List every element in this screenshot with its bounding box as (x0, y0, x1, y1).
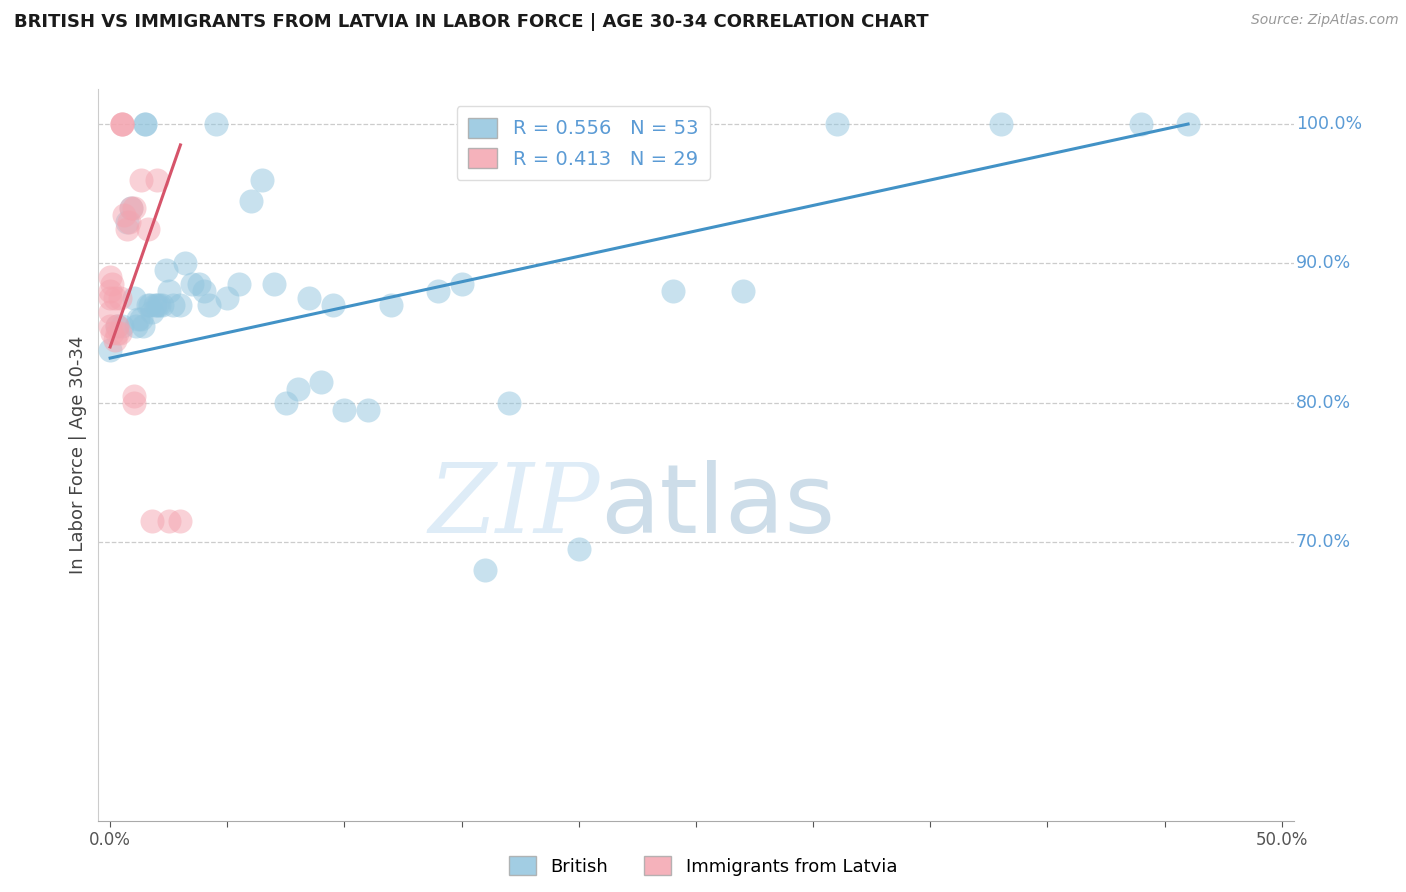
Point (568, 541, 591, 556)
Point (380, 298, 402, 312)
Point (498, 395, 520, 409)
Point (134, 117, 156, 131)
Point (141, 305, 163, 319)
Point (298, 291, 321, 305)
Point (98, 270, 121, 285)
Text: 70.0%: 70.0% (1296, 533, 1351, 551)
Point (274, 395, 297, 409)
Legend: R = 0.556   N = 53, R = 0.413   N = 29: R = 0.556 N = 53, R = 0.413 N = 29 (457, 106, 710, 180)
Point (122, 389, 145, 403)
Point (98, 319, 121, 334)
Point (181, 277, 204, 292)
Point (148, 298, 170, 312)
Point (122, 291, 145, 305)
Point (115, 221, 138, 235)
Point (146, 173, 169, 187)
Point (98, 343, 121, 357)
Point (188, 277, 211, 292)
Point (157, 514, 180, 528)
Point (105, 319, 128, 334)
Point (357, 402, 380, 417)
Point (134, 117, 156, 131)
Point (115, 214, 138, 228)
Point (139, 298, 162, 312)
Point (239, 194, 262, 208)
Point (157, 284, 180, 298)
Text: BRITISH VS IMMIGRANTS FROM LATVIA IN LABOR FORCE | AGE 30-34 CORRELATION CHART: BRITISH VS IMMIGRANTS FROM LATVIA IN LAB… (14, 13, 929, 31)
Point (252, 173, 274, 187)
Point (228, 277, 250, 292)
Point (1130, 117, 1153, 131)
Point (287, 382, 309, 396)
Point (127, 312, 149, 326)
Point (104, 291, 127, 305)
Point (105, 319, 128, 334)
Point (1177, 117, 1199, 131)
Point (474, 563, 496, 577)
Point (129, 173, 152, 187)
Point (120, 201, 142, 215)
Point (132, 319, 155, 334)
Point (150, 298, 173, 312)
Point (101, 326, 124, 340)
Point (162, 298, 184, 312)
Text: ZIP: ZIP (429, 459, 600, 553)
Point (120, 201, 142, 215)
Point (263, 277, 285, 292)
Text: 90.0%: 90.0% (1296, 254, 1351, 272)
Point (661, 284, 683, 298)
Point (112, 208, 135, 222)
Point (122, 395, 145, 409)
Point (333, 402, 356, 417)
Point (146, 298, 169, 312)
Point (143, 298, 166, 312)
Point (105, 326, 128, 340)
Point (217, 291, 239, 305)
Point (155, 263, 177, 277)
Point (98, 291, 121, 305)
Point (111, 319, 134, 334)
Point (122, 201, 145, 215)
Point (731, 284, 754, 298)
Point (174, 256, 197, 270)
Point (136, 298, 159, 312)
Point (427, 284, 450, 298)
Point (825, 117, 848, 131)
Point (104, 333, 127, 347)
Point (193, 284, 215, 298)
Point (204, 117, 226, 131)
Point (101, 277, 124, 292)
Point (197, 298, 219, 312)
Point (118, 214, 141, 228)
Point (169, 514, 191, 528)
Point (125, 319, 148, 334)
Point (322, 298, 344, 312)
Text: 100.0%: 100.0% (1296, 115, 1362, 133)
Point (309, 375, 332, 389)
Point (111, 117, 134, 131)
Text: 80.0%: 80.0% (1296, 393, 1351, 412)
Y-axis label: In Labor Force | Age 30-34: In Labor Force | Age 30-34 (69, 335, 87, 574)
Point (98, 284, 121, 298)
Point (111, 117, 134, 131)
Point (108, 291, 131, 305)
Point (129, 312, 152, 326)
Point (111, 117, 134, 131)
Text: atlas: atlas (600, 459, 835, 553)
Point (141, 514, 163, 528)
Point (108, 326, 131, 340)
Text: Source: ZipAtlas.com: Source: ZipAtlas.com (1251, 13, 1399, 28)
Point (136, 221, 159, 235)
Point (450, 277, 472, 292)
Point (990, 117, 1012, 131)
Point (98, 305, 121, 319)
Legend: British, Immigrants from Latvia: British, Immigrants from Latvia (502, 849, 904, 883)
Point (169, 298, 191, 312)
